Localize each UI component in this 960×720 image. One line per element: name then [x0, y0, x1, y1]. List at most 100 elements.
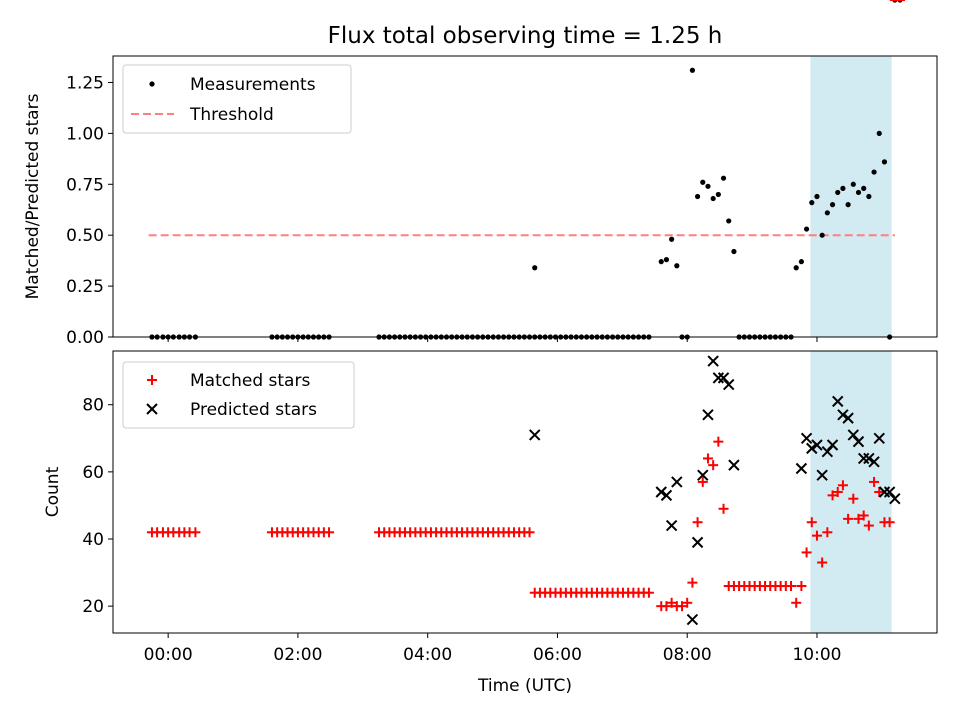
measurement-point [694, 193, 701, 200]
matched-star-point [190, 527, 201, 538]
x-tick-label: 08:00 [663, 645, 712, 665]
x-stroke-b [146, 403, 158, 415]
measurement-point [705, 183, 711, 189]
y-tick-label: 0.00 [66, 328, 104, 348]
matched-star-point [713, 436, 724, 447]
predicted-star-point [852, 435, 865, 448]
y-tick-label: 80 [82, 396, 104, 416]
predicted-star-point [728, 459, 740, 471]
matched-star-point [702, 453, 713, 464]
matched-star-point [858, 510, 869, 521]
y-tick-label: 60 [82, 463, 104, 483]
x-stroke-b [660, 489, 673, 502]
matched-star-point [643, 587, 654, 598]
x-stroke-b [826, 439, 839, 451]
x-stroke-b [821, 446, 834, 458]
measurement-point [840, 185, 846, 191]
predicted-star-point [697, 469, 709, 481]
predicted-star-point [691, 536, 704, 549]
bottom-y-ticks: 20 40 60 80 [82, 396, 113, 617]
matched-star-point [822, 527, 833, 538]
measurement-point [871, 169, 877, 175]
predicted-star-point [707, 355, 719, 367]
y-tick-label: 1.25 [66, 73, 104, 93]
y-tick-label: 40 [82, 530, 104, 550]
measurement-point [814, 193, 820, 200]
predicted-star-point [806, 442, 818, 455]
legend-predicted-marker [146, 403, 158, 415]
legend-threshold-label: Threshold [189, 105, 274, 125]
predicted-star-point [655, 486, 667, 498]
x-stroke-b [816, 469, 828, 481]
predicted-star-point [717, 372, 730, 384]
predicted-star-point [821, 446, 834, 458]
matched-star-point [791, 597, 802, 608]
matched-star-point [677, 601, 688, 612]
measurement-point [855, 189, 862, 196]
x-stroke-b [883, 486, 896, 498]
measurement-point [731, 248, 737, 255]
measurement-point [845, 202, 851, 208]
x-stroke-b [878, 486, 891, 498]
x-stroke-b [671, 476, 683, 488]
predicted-star-point [665, 519, 678, 532]
measurement-point [861, 185, 867, 191]
x-stroke-b [832, 395, 844, 408]
y-tick-label: 20 [82, 597, 104, 617]
legend-plus-glyph [147, 375, 157, 385]
x-stroke-b [863, 452, 875, 465]
predicted-star-point [723, 378, 735, 391]
measurement-point [876, 130, 882, 136]
predicted-star-point [863, 452, 875, 465]
x-stroke-b [707, 355, 719, 367]
matched-star-point [682, 597, 693, 608]
x-tick-label: 06:00 [533, 645, 582, 665]
measurement-point [689, 67, 695, 73]
matched-star-point [697, 476, 708, 487]
x-stroke-b [842, 412, 854, 424]
bottom-y-axis-label: Count [43, 466, 63, 517]
predicted-star-point [883, 486, 896, 498]
x-stroke-b [655, 486, 667, 498]
top-legend-box [122, 64, 352, 134]
measurement-point [809, 200, 815, 206]
predicted-star-point [878, 486, 891, 498]
measurement-point [674, 263, 680, 269]
measurement-point [710, 195, 716, 202]
x-tick-label: 04:00 [403, 645, 452, 665]
matched-star-point [848, 493, 859, 504]
measurement-point [720, 175, 727, 181]
x-stroke-b [806, 442, 818, 455]
measurement-point [835, 189, 841, 196]
y-tick-label: 0.50 [66, 226, 104, 246]
predicted-star-point [686, 613, 699, 626]
x-stroke-b [723, 378, 735, 391]
measurement-point [881, 159, 888, 165]
predicted-star-point [842, 412, 854, 424]
matched-star-point [843, 513, 854, 524]
x-stroke-b [847, 429, 860, 441]
predicted-star-point [868, 456, 880, 468]
x-stroke-b [795, 462, 808, 475]
measurement-point [669, 236, 675, 242]
legend-predicted-label: Predicted stars [190, 400, 317, 420]
matched-star-point [524, 527, 535, 538]
legend-measurements-marker [149, 81, 155, 87]
x-stroke-b [717, 372, 730, 384]
matched-star-point [692, 517, 703, 528]
x-stroke-b [702, 409, 714, 421]
measurement-point [663, 257, 670, 263]
matched-star-point [853, 513, 864, 524]
matched-star-point [817, 557, 828, 568]
predicted-star-point [529, 429, 541, 441]
measurement-point [726, 218, 732, 224]
y-tick-label: 1.00 [66, 124, 104, 144]
top-legend: Measurements Threshold [122, 64, 352, 134]
predicted-star-point [811, 439, 823, 451]
predicted-star-point [832, 395, 844, 408]
matched-star-point [666, 597, 677, 608]
x-stroke-b [691, 536, 704, 549]
predicted-star-point [702, 409, 714, 421]
measurement-points [149, 0, 903, 340]
predicted-stars-points [529, 355, 901, 626]
